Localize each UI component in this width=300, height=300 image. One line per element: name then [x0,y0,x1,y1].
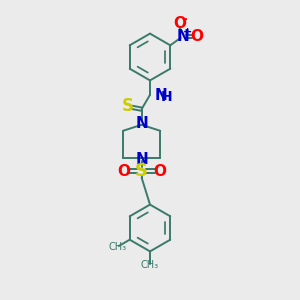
Text: -: - [181,12,187,26]
Text: N: N [135,152,148,167]
Text: O: O [117,164,130,178]
Text: O: O [173,16,186,31]
Text: N: N [177,29,190,44]
Text: O: O [190,29,203,44]
Text: S: S [122,97,134,115]
Text: N: N [154,88,167,103]
Text: +: + [183,27,192,38]
Text: S: S [135,162,148,180]
Text: O: O [153,164,166,178]
Text: CH₃: CH₃ [109,242,127,252]
Text: CH₃: CH₃ [141,260,159,270]
Text: H: H [161,90,172,104]
Text: N: N [135,116,148,131]
